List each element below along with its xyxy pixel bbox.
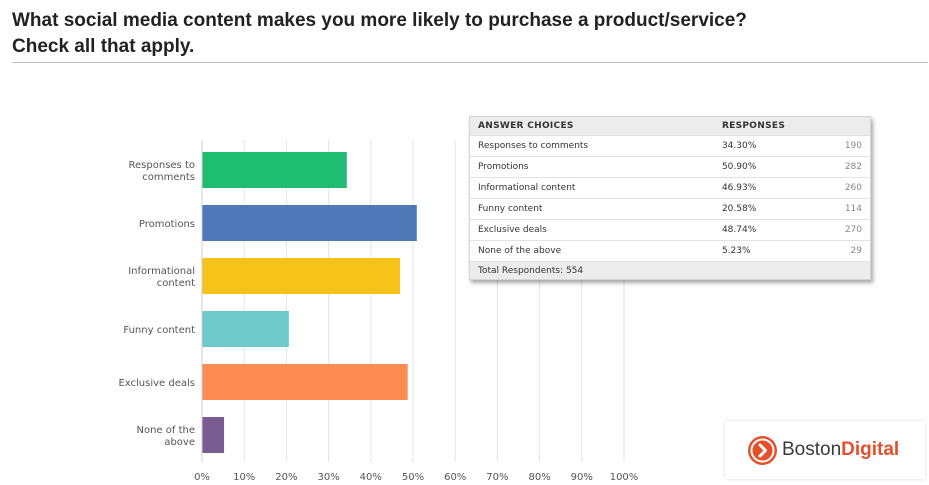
category-label: None of the xyxy=(137,425,196,436)
category-label: comments xyxy=(142,172,195,183)
row-percent: 5.23% xyxy=(713,240,837,262)
x-tick-label: 30% xyxy=(317,472,339,483)
x-tick-label: 40% xyxy=(360,472,382,483)
row-percent: 46.93% xyxy=(713,177,837,199)
bar xyxy=(202,417,225,453)
category-label: Exclusive deals xyxy=(118,378,195,389)
category-label: Funny content xyxy=(123,325,195,336)
responses-table: ANSWER CHOICES RESPONSES Responses to co… xyxy=(469,116,871,280)
row-count: 260 xyxy=(836,177,870,199)
row-choice: None of the above xyxy=(470,240,714,262)
bar xyxy=(202,205,417,241)
total-row: Total Respondents: 554 xyxy=(470,261,870,279)
row-percent: 48.74% xyxy=(713,219,837,241)
bar xyxy=(202,152,347,188)
x-tick-label: 90% xyxy=(571,472,593,483)
table-row: Funny content 20.58% 114 xyxy=(470,198,870,220)
row-count: 282 xyxy=(836,156,870,178)
row-choice: Funny content xyxy=(470,198,714,220)
table-row: Informational content 46.93% 260 xyxy=(470,177,870,199)
x-tick-label: 20% xyxy=(275,472,297,483)
bar xyxy=(202,258,401,294)
row-choice: Responses to comments xyxy=(470,135,714,157)
x-tick-label: 60% xyxy=(444,472,466,483)
header-responses: RESPONSES xyxy=(713,117,837,136)
logo-chevron-icon xyxy=(748,436,777,465)
x-tick-label: 10% xyxy=(233,472,255,483)
page-title: What social media content makes you more… xyxy=(12,8,912,60)
category-label: Responses to xyxy=(129,160,195,171)
row-count: 190 xyxy=(836,135,870,157)
category-label: Informational xyxy=(128,266,195,277)
category-label: Promotions xyxy=(139,219,195,230)
x-tick-label: 50% xyxy=(402,472,424,483)
category-label: content xyxy=(157,278,195,289)
boston-digital-logo: BostonDigital xyxy=(725,421,925,479)
row-choice: Exclusive deals xyxy=(470,219,714,241)
table-row: None of the above 5.23% 29 xyxy=(470,240,870,262)
bar xyxy=(202,311,289,347)
logo-wordmark: BostonDigital xyxy=(782,438,899,462)
header-count xyxy=(836,117,870,136)
table-row: Responses to comments 34.30% 190 xyxy=(470,135,870,157)
row-percent: 34.30% xyxy=(713,135,837,157)
row-percent: 50.90% xyxy=(713,156,837,178)
x-tick-label: 80% xyxy=(528,472,550,483)
row-count: 114 xyxy=(836,198,870,220)
x-tick-label: 0% xyxy=(194,472,210,483)
logo-text-boston: Boston xyxy=(782,439,842,460)
row-choice: Informational content xyxy=(470,177,714,199)
title-line-1: What social media content makes you more… xyxy=(12,10,747,31)
table-row: Promotions 50.90% 282 xyxy=(470,156,870,178)
total-respondents: Total Respondents: 554 xyxy=(470,261,714,279)
bar xyxy=(202,364,408,400)
header-answer-choices: ANSWER CHOICES xyxy=(470,117,714,136)
title-divider xyxy=(12,62,928,63)
category-label: above xyxy=(164,437,195,448)
row-choice: Promotions xyxy=(470,156,714,178)
row-count: 270 xyxy=(836,219,870,241)
row-percent: 20.58% xyxy=(713,198,837,220)
x-tick-label: 100% xyxy=(610,472,639,483)
table-row: Exclusive deals 48.74% 270 xyxy=(470,219,870,241)
title-line-2: Check all that apply. xyxy=(12,36,195,57)
logo-text-digital: Digital xyxy=(841,439,900,460)
row-count: 29 xyxy=(836,240,870,262)
x-tick-label: 70% xyxy=(486,472,508,483)
